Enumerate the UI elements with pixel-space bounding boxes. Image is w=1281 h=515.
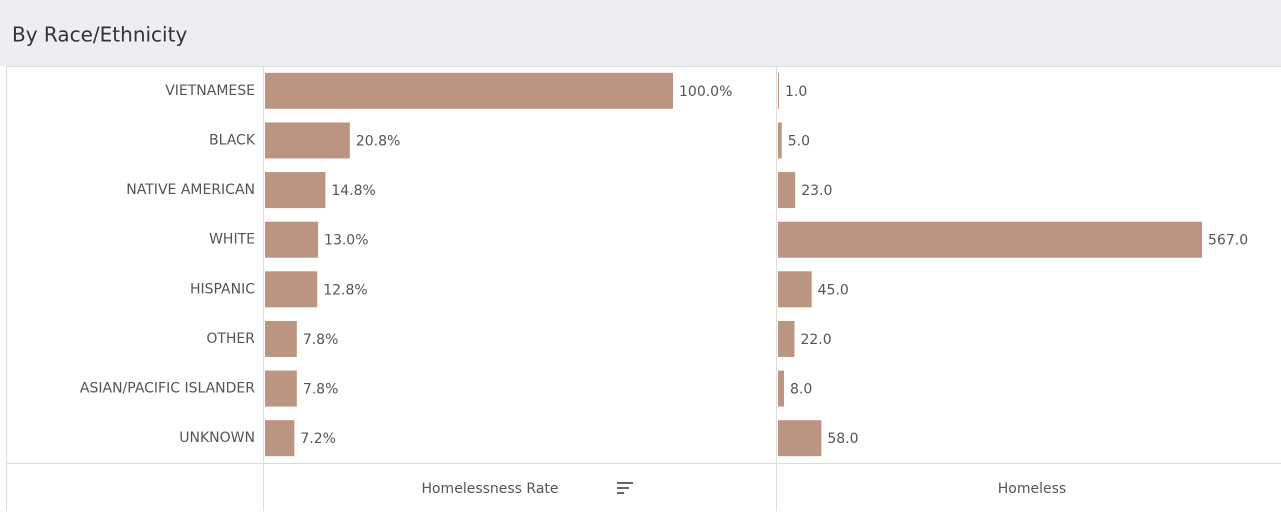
value-label: 567.0 (1208, 233, 1248, 249)
value-label: 22.0 (800, 332, 831, 348)
bar (265, 370, 297, 407)
category-label: UNKNOWN (179, 430, 255, 446)
bar (265, 72, 673, 109)
value-label: 20.8% (356, 133, 400, 149)
bar (778, 122, 782, 159)
sort-icon[interactable] (617, 482, 633, 494)
value-label: 5.0 (788, 133, 810, 149)
value-label: 23.0 (801, 183, 832, 199)
value-label: 58.0 (827, 431, 858, 447)
category-label: VIETNAMESE (165, 83, 255, 99)
bar (778, 221, 1203, 258)
category-label: ASIAN/PACIFIC ISLANDER (80, 381, 255, 397)
bar (778, 370, 784, 407)
bar (265, 172, 326, 209)
bar (265, 420, 295, 457)
header-band (0, 0, 1281, 66)
bar (265, 122, 350, 159)
bar (778, 271, 812, 308)
bar (778, 172, 796, 209)
value-label: 8.0 (790, 382, 812, 398)
value-label: 13.0% (324, 233, 368, 249)
bar (265, 271, 318, 308)
category-label: NATIVE AMERICAN (126, 182, 255, 198)
category-label: BLACK (209, 132, 256, 148)
bar (778, 320, 795, 357)
bar (778, 72, 779, 109)
axis-title: Homeless (998, 481, 1066, 497)
value-label: 100.0% (679, 84, 732, 100)
bar (265, 320, 297, 357)
bar (265, 221, 319, 258)
value-label: 45.0 (818, 282, 849, 298)
value-label: 14.8% (331, 183, 375, 199)
bar (778, 420, 822, 457)
category-label: WHITE (209, 232, 255, 248)
category-label: OTHER (206, 331, 255, 347)
value-label: 7.8% (303, 332, 339, 348)
value-label: 12.8% (323, 282, 367, 298)
value-label: 7.2% (300, 431, 336, 447)
header-title: By Race/Ethnicity (12, 23, 187, 47)
value-label: 7.8% (303, 382, 339, 398)
value-label: 1.0 (785, 84, 807, 100)
category-label: HISPANIC (190, 281, 255, 297)
axis-title: Homelessness Rate (421, 481, 558, 497)
